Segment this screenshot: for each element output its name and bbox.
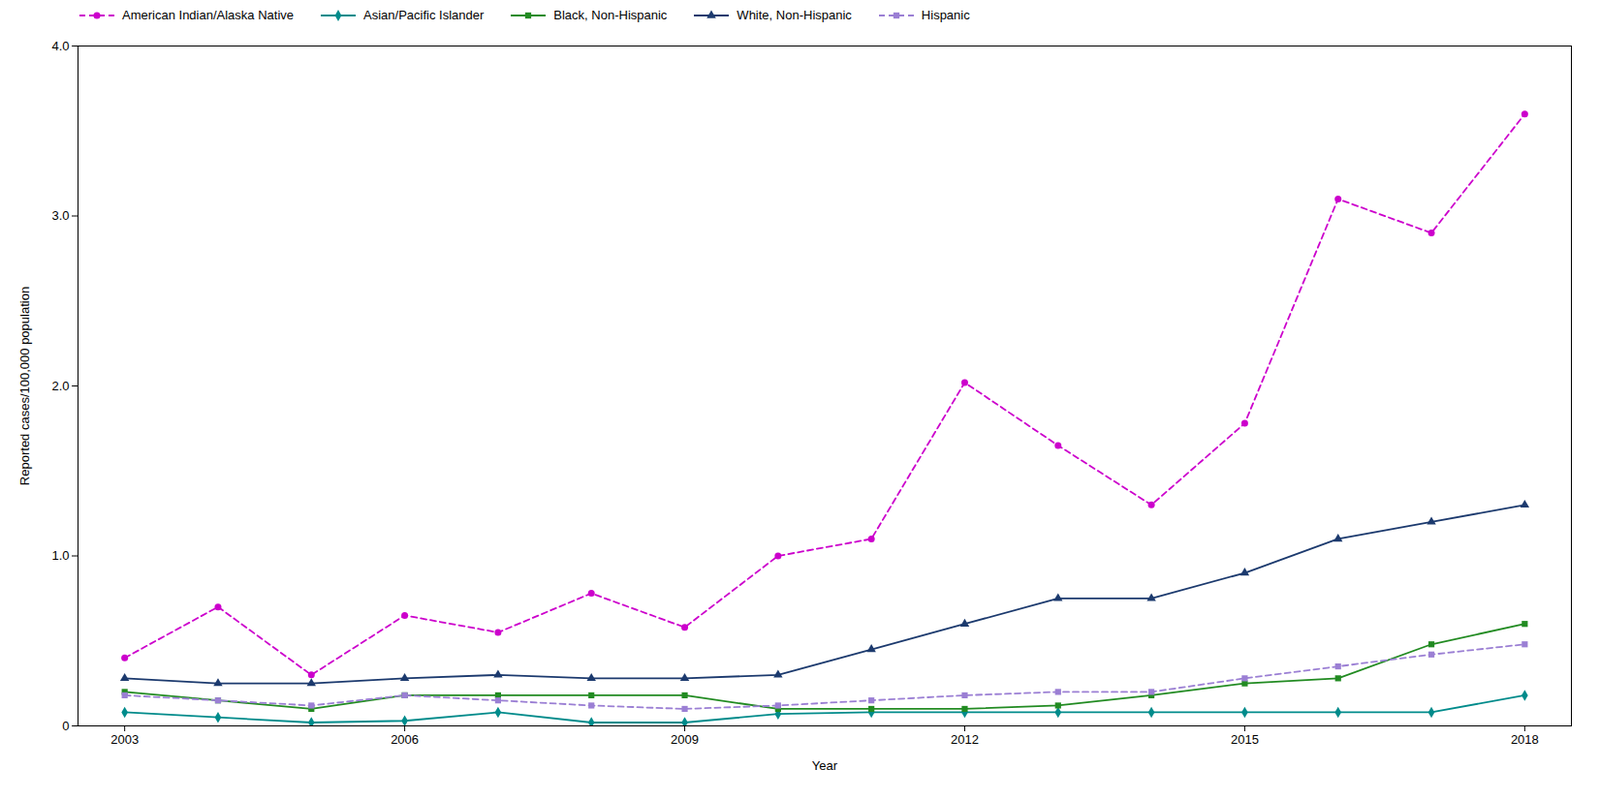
svg-text:Reported cases/100,000 populat: Reported cases/100,000 population	[17, 286, 32, 486]
svg-text:2006: 2006	[390, 732, 419, 748]
svg-text:0: 0	[62, 719, 69, 734]
svg-text:3.0: 3.0	[51, 208, 69, 223]
svg-text:4.0: 4.0	[51, 38, 69, 54]
html-text:Hispanic: Hispanic	[921, 7, 970, 23]
svg-text:Year: Year	[812, 758, 839, 774]
svg-text:1.0: 1.0	[51, 548, 69, 564]
svg-text:2012: 2012	[950, 732, 979, 748]
html-text:White, Non-Hispanic: White, Non-Hispanic	[736, 7, 852, 23]
svg-text:2009: 2009	[670, 732, 699, 748]
html-text:American Indian/Alaska Native: American Indian/Alaska Native	[122, 7, 294, 23]
svg-text:2003: 2003	[110, 732, 139, 748]
svg-text:2015: 2015	[1230, 732, 1259, 748]
html-text:Asian/Pacific Islander: Asian/Pacific Islander	[363, 7, 484, 23]
svg-text:2018: 2018	[1510, 732, 1539, 748]
html-text:Black, Non-Hispanic: Black, Non-Hispanic	[553, 7, 668, 23]
svg-text:2.0: 2.0	[51, 378, 69, 394]
